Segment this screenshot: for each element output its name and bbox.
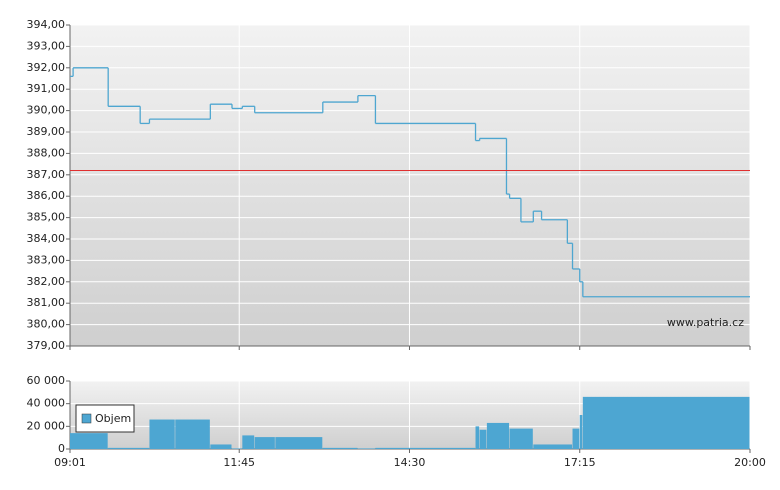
- volume-bar: [322, 447, 358, 449]
- volume-bar: [475, 426, 480, 449]
- y-tick-label: 40 000: [27, 397, 66, 410]
- x-tick-label: 17:15: [564, 456, 596, 469]
- y-tick-label: 60 000: [27, 374, 66, 387]
- volume-bar: [254, 437, 275, 449]
- volume-bar: [232, 448, 242, 449]
- x-tick-label: 11:45: [223, 456, 255, 469]
- y-tick-label: 390,00: [27, 104, 66, 117]
- y-tick-label: 392,00: [27, 61, 66, 74]
- y-tick-label: 379,00: [27, 339, 66, 352]
- volume-bar: [582, 396, 750, 449]
- y-tick-label: 387,00: [27, 168, 66, 181]
- legend: Objem: [75, 404, 135, 433]
- y-tick-label: 382,00: [27, 275, 66, 288]
- y-tick-label: 20 000: [27, 419, 66, 432]
- volume-bar: [70, 433, 108, 449]
- volume-bar: [579, 415, 583, 449]
- volume-bar: [572, 428, 580, 449]
- volume-bar: [275, 437, 323, 449]
- y-tick-label: 384,00: [27, 232, 66, 245]
- legend-swatch: [81, 413, 92, 424]
- y-tick-label: 386,00: [27, 189, 66, 202]
- y-tick-label: 389,00: [27, 125, 66, 138]
- y-tick-label: 391,00: [27, 82, 66, 95]
- volume-bar: [108, 447, 149, 449]
- watermark: www.patria.cz: [667, 316, 744, 329]
- volume-bar: [509, 428, 533, 449]
- volume-bar: [486, 422, 510, 449]
- x-tick-label: 14:30: [394, 456, 426, 469]
- volume-bar: [242, 435, 255, 449]
- volume-bar: [175, 419, 210, 449]
- y-tick-label: 385,00: [27, 211, 66, 224]
- volume-bar: [479, 429, 487, 449]
- y-tick-label: 381,00: [27, 296, 66, 309]
- y-tick-label: 0: [58, 442, 65, 455]
- x-tick-label: 20:00: [734, 456, 766, 469]
- y-tick-label: 388,00: [27, 146, 66, 159]
- volume-bar: [375, 447, 476, 449]
- price-line: [70, 67, 750, 298]
- y-tick-label: 393,00: [27, 39, 66, 52]
- plot-background: [70, 25, 750, 346]
- volume-bar: [357, 448, 375, 449]
- legend-label: Objem: [95, 412, 131, 425]
- y-tick-label: 394,00: [27, 18, 66, 31]
- y-tick-label: 383,00: [27, 253, 66, 266]
- volume-bar: [149, 419, 175, 449]
- y-tick-label: 380,00: [27, 318, 66, 331]
- volume-bar: [210, 444, 232, 449]
- x-tick-label: 09:01: [54, 456, 86, 469]
- volume-bar: [533, 444, 573, 449]
